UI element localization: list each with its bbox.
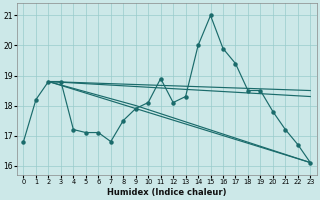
X-axis label: Humidex (Indice chaleur): Humidex (Indice chaleur) (107, 188, 227, 197)
